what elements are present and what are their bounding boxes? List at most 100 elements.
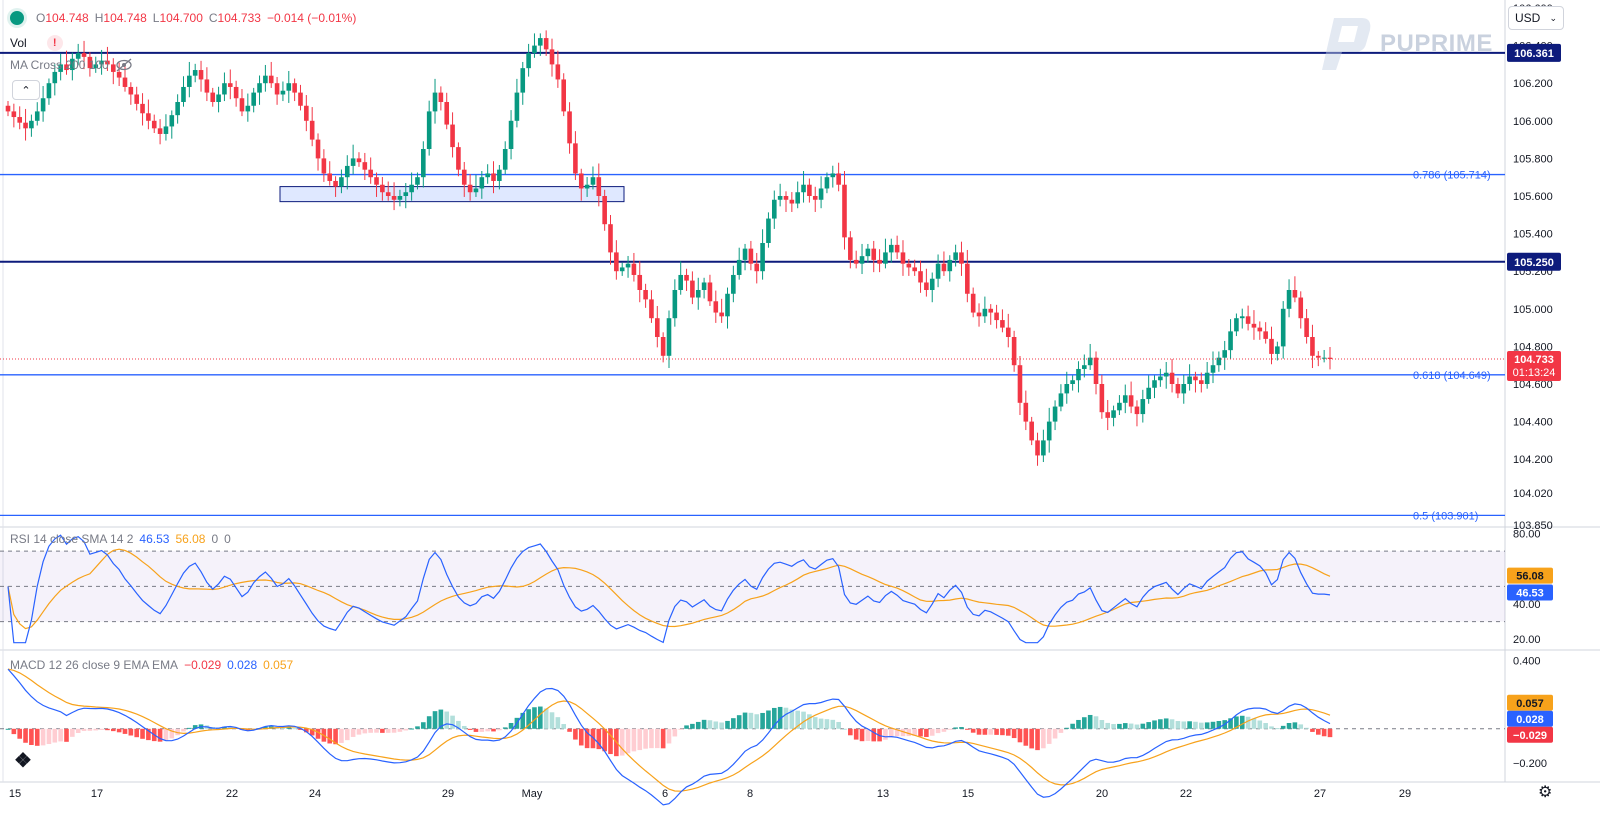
candle: [110, 58, 116, 85]
candle: [134, 86, 139, 111]
candle-body: [368, 169, 373, 178]
rsi-tag-label: 46.53: [1516, 587, 1544, 599]
candle: [602, 189, 607, 231]
candle: [1298, 291, 1304, 329]
candle-body: [1327, 357, 1333, 359]
candle-body: [520, 68, 526, 93]
macd-histogram-bar: [1257, 720, 1263, 729]
candle-body: [146, 113, 151, 121]
macd-histogram-bar: [959, 727, 964, 729]
candle-body: [1087, 357, 1093, 366]
time-tick-label: 27: [1314, 788, 1326, 800]
candle-body: [128, 86, 134, 95]
candle: [526, 43, 531, 77]
candle: [1234, 313, 1239, 337]
candle: [924, 268, 929, 297]
candle-body: [321, 158, 327, 174]
macd-histogram-bar: [894, 728, 900, 737]
volume-legend[interactable]: Vol !: [10, 35, 63, 51]
candle-body: [251, 92, 256, 106]
tradingview-logo-icon[interactable]: ❖: [14, 750, 32, 772]
ma-cross-legend[interactable]: MA Cross 200 100: [10, 58, 133, 72]
macd-signal-line: [7, 668, 1331, 792]
price-tick-label: 105.000: [1513, 304, 1553, 316]
candle-body: [1041, 440, 1046, 456]
currency-label: USD: [1515, 11, 1541, 25]
candle-body: [315, 139, 321, 159]
puprime-logo-icon: [1322, 18, 1371, 70]
gear-icon[interactable]: ⚙: [1538, 784, 1553, 801]
price-tick-label: 104.200: [1513, 454, 1553, 466]
currency-selector[interactable]: USD ⌄: [1508, 6, 1564, 30]
macd-histogram-bar: [134, 728, 139, 738]
macd-hist-value: −0.029: [184, 658, 222, 672]
macd-histogram-bar: [818, 718, 824, 729]
candle-body: [655, 318, 660, 337]
macd-histogram-bar: [1187, 721, 1192, 729]
candle-body: [444, 102, 450, 125]
candle: [1169, 358, 1175, 393]
candle-body: [479, 177, 485, 189]
candle-body: [707, 282, 713, 302]
macd-histogram-bar: [1128, 723, 1134, 729]
macd-histogram-bar: [163, 728, 169, 741]
eye-off-icon[interactable]: [115, 58, 133, 72]
macd-histogram-bar: [555, 717, 561, 729]
candle: [947, 255, 953, 282]
candle: [1257, 321, 1263, 340]
rsi-value: 46.53: [139, 532, 170, 546]
macd-histogram-bar: [181, 728, 186, 732]
candle: [848, 231, 853, 269]
candle: [175, 94, 180, 124]
candle: [543, 30, 549, 56]
candle-body: [274, 83, 280, 95]
candle-body: [549, 49, 555, 65]
low-label: L: [152, 11, 160, 25]
macd-histogram-bar: [344, 728, 350, 741]
macd-histogram-bar: [672, 728, 678, 737]
candle-body: [1134, 406, 1140, 415]
macd-histogram-bar: [742, 712, 748, 729]
macd-histogram-bar: [982, 728, 988, 735]
macd-histogram-bar: [1152, 720, 1157, 729]
macd-histogram-bar: [900, 728, 906, 737]
macd-value-tag-label: 0.057: [1516, 698, 1544, 710]
candle-body: [502, 149, 508, 170]
candle-body: [192, 70, 198, 76]
macd-histogram-bar: [1310, 728, 1315, 732]
candle: [853, 250, 859, 269]
collapse-legend-button[interactable]: ⌃: [12, 80, 40, 100]
candle-body: [748, 248, 754, 264]
candle: [666, 310, 672, 369]
candle-body: [1310, 337, 1315, 356]
macd-histogram-bar: [883, 728, 888, 740]
candle-body: [982, 308, 988, 317]
countdown-label: 01:13:24: [1513, 367, 1556, 379]
candle: [578, 168, 584, 201]
warning-icon[interactable]: !: [46, 35, 63, 51]
candle-body: [959, 252, 964, 264]
candle: [438, 86, 444, 111]
macd-histogram-bar: [508, 722, 514, 729]
candle: [1193, 371, 1198, 393]
macd-histogram-bar: [1111, 724, 1116, 729]
candle: [1275, 341, 1280, 361]
macd-histogram-bar: [479, 728, 485, 732]
macd-histogram-bar: [631, 728, 637, 752]
candle-body: [374, 177, 379, 185]
candle-body: [848, 237, 853, 260]
candle: [655, 305, 660, 348]
candle: [608, 214, 613, 265]
candle-body: [596, 177, 602, 196]
candle-body: [619, 267, 625, 272]
candle-body: [824, 177, 830, 189]
candle-body: [257, 83, 262, 93]
candle: [573, 131, 578, 181]
candle: [959, 241, 964, 276]
candle-body: [994, 312, 999, 321]
candle-body: [1152, 380, 1157, 388]
macd-histogram-bar: [1064, 727, 1070, 729]
candle-body: [222, 83, 227, 95]
macd-histogram-bar: [438, 709, 444, 729]
